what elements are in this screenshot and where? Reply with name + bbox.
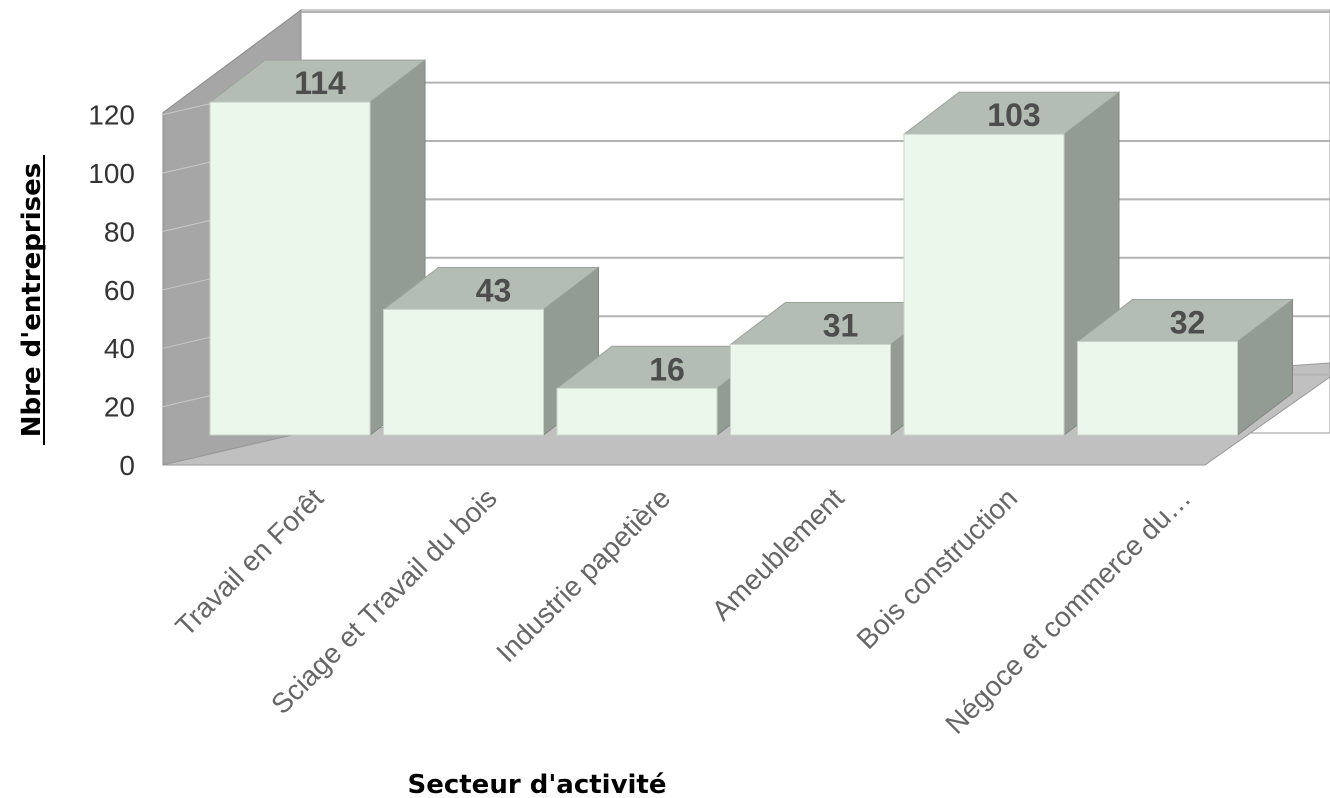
bar — [556, 387, 718, 436]
y-tick-labels: 0 20 40 60 80 100 120 — [88, 100, 135, 481]
x-tick-label: Ameublement — [706, 482, 850, 626]
bar — [383, 308, 544, 436]
bar — [903, 133, 1065, 436]
data-label: 103 — [987, 97, 1040, 133]
data-label: 31 — [823, 307, 859, 343]
bar — [730, 343, 891, 436]
data-label: 32 — [1170, 305, 1206, 341]
bars — [208, 59, 1294, 437]
x-tick-label: Travail en Forêt — [169, 482, 329, 642]
data-labels: 114 43 16 31 103 32 — [294, 65, 1205, 387]
y-tick-label: 60 — [104, 275, 135, 306]
x-tick-label: Industrie papetière — [490, 482, 676, 668]
y-tick-label: 80 — [104, 216, 135, 247]
y-tick-label: 20 — [104, 392, 135, 423]
data-label: 43 — [476, 272, 512, 308]
data-label: 16 — [649, 351, 685, 387]
x-tick-label: Bois construction — [851, 482, 1024, 655]
y-tick-label: 120 — [88, 100, 135, 131]
x-axis-title: Secteur d'activité — [407, 770, 666, 798]
y-tick-label: 100 — [88, 158, 135, 189]
bar — [209, 101, 371, 436]
y-axis-title: Nbre d'entreprises — [17, 163, 47, 437]
bar — [1077, 341, 1238, 436]
data-label: 114 — [294, 65, 346, 101]
y-tick-label: 40 — [104, 333, 135, 364]
y-tick-label: 0 — [119, 450, 135, 481]
